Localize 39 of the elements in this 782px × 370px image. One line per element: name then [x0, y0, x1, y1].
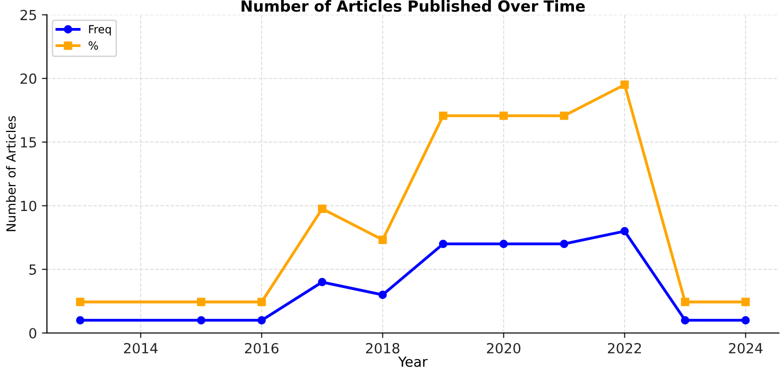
point	[620, 80, 629, 89]
point	[318, 278, 326, 286]
x-tick-label: 2022	[608, 342, 641, 354]
x-axis-title: Year	[398, 356, 428, 367]
point	[197, 298, 206, 306]
x-tick-label: 2020	[486, 342, 520, 354]
point	[258, 298, 266, 306]
y-tick-label: 15	[21, 137, 36, 148]
point	[438, 240, 448, 248]
point	[378, 290, 387, 299]
point	[258, 316, 266, 324]
point	[76, 316, 84, 324]
legend-label: %	[88, 41, 98, 50]
point	[318, 204, 326, 213]
y-tick-label: 20	[20, 73, 36, 84]
point	[680, 298, 690, 306]
point	[197, 316, 206, 324]
point	[499, 240, 508, 248]
y-tick-label: 0	[29, 328, 36, 338]
y-axis-title: Number of Articles	[6, 116, 16, 232]
point	[560, 112, 568, 120]
point	[499, 112, 508, 120]
x-tick-label: 2024	[728, 342, 762, 354]
point	[560, 240, 568, 248]
legend-label: Freq	[89, 25, 111, 36]
y-tick-label: 5	[29, 264, 36, 275]
point	[76, 298, 84, 306]
x-tick-label: 2014	[124, 342, 158, 354]
point	[378, 236, 387, 244]
x-tick-label: 2016	[245, 342, 278, 354]
y-tick-label: 10	[21, 200, 36, 212]
point	[741, 316, 750, 324]
x-tick-label: 2018	[366, 342, 400, 354]
point	[438, 112, 448, 120]
chart-title: Number of Articles Published Over Time	[242, 0, 585, 12]
point	[741, 298, 750, 306]
point	[620, 227, 629, 236]
point	[680, 316, 690, 324]
y-tick-label: 25	[20, 10, 36, 20]
